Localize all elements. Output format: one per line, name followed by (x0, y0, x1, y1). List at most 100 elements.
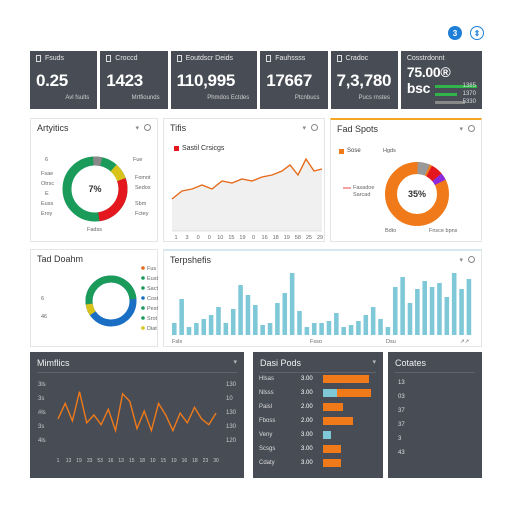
bar (415, 289, 420, 335)
notification-icon[interactable]: 3 (448, 26, 462, 40)
x-tick-label: 1 (174, 235, 177, 241)
donut-label: 46 (41, 314, 47, 320)
bar-segment (323, 417, 353, 425)
bar-segment (323, 375, 369, 383)
document-icon (266, 55, 272, 62)
kpi-card[interactable]: Croccd 1423 Mrtfiounds (100, 51, 168, 109)
chevron-down-icon[interactable]: ▾ (302, 125, 306, 132)
panel-title: Mimflics (37, 358, 70, 368)
list-item[interactable]: 37 (398, 408, 405, 414)
donut-segment (62, 156, 128, 222)
kpi-card[interactable]: Fauhssss 17667 Ptcnbucs (260, 51, 328, 109)
bar (208, 315, 214, 335)
bar-segment (323, 431, 331, 439)
bar (363, 315, 369, 335)
download-icon[interactable]: ⇕ (470, 26, 484, 40)
panel-title: Tifis (170, 123, 187, 133)
donut-center-label: 35% (408, 189, 426, 199)
bar-segment (323, 445, 341, 453)
settings-icon[interactable] (144, 124, 151, 131)
x-tick-label: 19 (239, 235, 245, 241)
x-axis-label: Dsu (386, 339, 396, 345)
chevron-down-icon[interactable]: ▾ (135, 125, 139, 132)
bar (334, 313, 339, 335)
settings-icon[interactable] (311, 124, 318, 131)
trends-area-chart: 1 3 0 0 10 15 19 0 16 18 19 58 25 29 (171, 157, 323, 241)
settings-icon[interactable] (468, 125, 475, 132)
x-tick-label: 29 (317, 235, 323, 241)
y-tick-label: 10 (226, 396, 233, 402)
x-tick-label: 3 (186, 235, 189, 241)
bar-segment (323, 403, 343, 411)
chart-legend: Sastil Crsicgs (174, 145, 224, 152)
y-tick-label: 3s (38, 396, 44, 402)
legend-swatch (141, 326, 145, 330)
kpi-label: Cradoc (336, 55, 392, 62)
row-label: Hlsas (259, 376, 275, 382)
panel-title: Fad Spots (337, 124, 379, 134)
legend-label: Srot (147, 316, 158, 322)
x-tick-label: 0 (252, 235, 255, 241)
legend-label: Diat (147, 326, 157, 332)
kpi-value: 7,3,780 (336, 71, 392, 90)
panel-title: Artyitics (37, 123, 69, 133)
distribution-donut: 6 46 Fus Eust Sact Cost Pest Srot Diat (41, 266, 159, 332)
kpi-card[interactable]: Cradoc 7,3,780 Pucs rnstes (330, 51, 398, 109)
list-item[interactable]: 3 (398, 436, 402, 442)
x-tick-label: 30 (213, 458, 219, 464)
bar (297, 311, 302, 335)
bar (378, 319, 383, 335)
list-item[interactable]: 43 (398, 450, 405, 456)
chevron-down-icon[interactable]: ▾ (372, 359, 376, 366)
bar (326, 321, 332, 335)
bar (311, 323, 317, 335)
kpi-card[interactable]: Cosstrdonnt 75.00® bsc 1385 1370 5330 (400, 51, 482, 109)
kpi-card[interactable]: Fsuds 0.25 Avl fsults (30, 51, 98, 109)
chart-legend: Hgds (383, 148, 396, 154)
row-value: 3.00 (301, 446, 313, 452)
row-label: Cdaty (259, 460, 275, 466)
header-actions: 3 ⇕ (448, 26, 484, 40)
y-tick-label: #ls (38, 410, 46, 416)
bar (370, 307, 376, 335)
chevron-down-icon[interactable]: ▾ (459, 126, 463, 133)
document-icon (36, 55, 41, 62)
x-tick-label: 58 (295, 235, 301, 241)
legend-label: Pest (147, 306, 158, 312)
x-tick-label: 15 (129, 458, 135, 464)
donut-label: Sarcad (353, 192, 370, 198)
legend-swatch (141, 316, 145, 320)
analytics-panel: Artyitics ▾ 7% 6 Fsae Otrsc E Euss Eroy … (30, 118, 158, 242)
bar (459, 289, 464, 335)
kpi-mini-value: 1370 (462, 91, 476, 97)
fast-spots-donut: 35% Fasadoe Sarcad Bdto Fnsce bpns (343, 162, 458, 234)
document-icon (106, 55, 112, 62)
panel-title: Tad Doahm (37, 254, 84, 264)
row-value: 2.00 (301, 418, 313, 424)
kpi-label: Cosstrdonnt (406, 55, 445, 62)
x-tick-label: 19 (171, 458, 177, 464)
list-item[interactable]: 03 (398, 394, 405, 400)
kpi-value: 17667 (266, 71, 313, 90)
legend-swatch (174, 146, 179, 151)
donut-center-label: 7% (88, 184, 101, 194)
settings-icon[interactable] (468, 256, 475, 263)
x-tick-label: 0 (208, 235, 211, 241)
panel-title: Cotates (395, 358, 427, 368)
list-item[interactable]: 13 (398, 380, 405, 386)
bar (172, 323, 177, 335)
bar-chart-panel: Terpshefis ▾ Fsls Fsso Dsu ↗↗ (163, 249, 482, 347)
chevron-down-icon[interactable]: ▾ (459, 257, 463, 264)
row-label: Nlsss (259, 390, 274, 396)
x-tick-label: 53 (97, 458, 103, 464)
bar (304, 327, 310, 335)
donut-label: Euss (41, 201, 53, 207)
donut-label: Fctey (135, 211, 149, 217)
list-item[interactable]: 37 (398, 422, 405, 428)
kpi-value: 75.00® bsc (406, 64, 451, 96)
donut-label: 6 (41, 296, 44, 302)
x-tick-label: 16 (108, 458, 114, 464)
series-line (57, 391, 217, 434)
chevron-down-icon[interactable]: ▾ (233, 359, 237, 366)
kpi-card[interactable]: Eoutdscr Deids 110,995 Phmdos Ectdes (170, 51, 258, 109)
